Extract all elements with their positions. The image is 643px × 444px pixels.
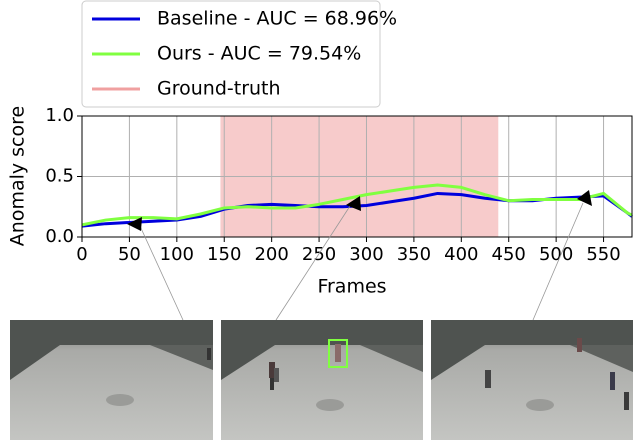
x-tick-label: 200 — [254, 244, 288, 265]
frame-thumbnails — [10, 320, 633, 440]
x-tick-label: 550 — [586, 244, 620, 265]
legend-frame — [81, 0, 381, 108]
arrow-head — [577, 190, 592, 206]
x-tick-label: 50 — [118, 244, 141, 265]
x-tick-label: 150 — [207, 244, 241, 265]
plot-frame — [81, 115, 633, 238]
x-axis-label: Frames — [317, 276, 386, 298]
x-tick-label: 100 — [160, 244, 194, 265]
x-tick-label: 500 — [539, 244, 573, 265]
legend-label: Ours - AUC = 79.54% — [157, 43, 361, 65]
frame-image — [431, 320, 633, 440]
frame-image — [221, 320, 423, 440]
x-tick-label: 350 — [397, 244, 431, 265]
series-line — [81, 183, 633, 227]
x-tick-label: 300 — [349, 244, 383, 265]
legend-label: Ground-truth — [157, 78, 281, 100]
connector — [139, 225, 184, 321]
connector — [532, 202, 584, 321]
y-tick-label: 0.5 — [45, 166, 74, 187]
frame-image — [10, 320, 213, 440]
y-axis-label: Anomaly score — [7, 106, 29, 246]
arrow-head — [346, 196, 361, 211]
plot-area: 0 50 100 150 200 250 300 350 400 450 500 550 0.0 0.5 1… — [45, 105, 633, 265]
y-tick-label: 1.0 — [45, 105, 74, 126]
arrow-head — [127, 217, 142, 231]
legend: Baseline - AUC = 68.96% Ours - AUC = 79.5… — [81, 0, 397, 108]
x-tick-label: 250 — [302, 244, 336, 265]
x-tick-label: 0 — [76, 244, 87, 265]
x-tick-label: 450 — [492, 244, 526, 265]
x-tick-label: 400 — [444, 244, 478, 265]
annotations — [127, 190, 592, 321]
y-tick-label: 0.0 — [45, 226, 74, 247]
connector — [275, 205, 351, 321]
legend-label: Baseline - AUC = 68.96% — [157, 8, 397, 30]
